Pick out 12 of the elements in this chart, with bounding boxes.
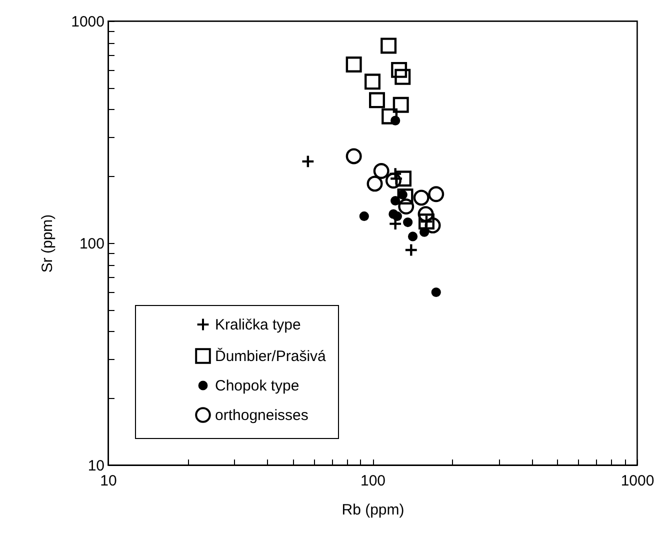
- y-axis-title: Sr (ppm): [39, 214, 56, 273]
- legend-label: Kralička type: [215, 316, 301, 334]
- legend-label: orthogneisses: [215, 407, 308, 424]
- x-tick-label: 100: [360, 472, 386, 490]
- y-tick-label: 100: [79, 236, 104, 252]
- legend-label: Chopok type: [215, 378, 300, 394]
- x-tick-label: 10: [100, 472, 117, 490]
- y-tick-label: 1000: [71, 14, 104, 30]
- x-axis-title: Rb (ppm): [342, 502, 404, 518]
- x-tick-label: 1000: [620, 472, 654, 490]
- legend-label: Ďumbier/Prašivá: [215, 347, 327, 365]
- y-tick-label: 10: [88, 458, 104, 474]
